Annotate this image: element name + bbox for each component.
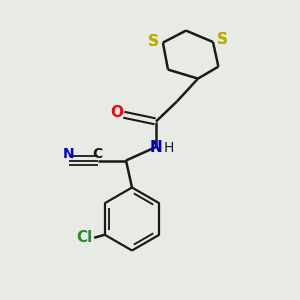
Text: S: S <box>217 32 227 47</box>
Text: S: S <box>148 34 159 49</box>
Text: H: H <box>164 142 174 155</box>
Text: S: S <box>148 34 159 49</box>
Text: Cl: Cl <box>76 230 92 245</box>
Text: N: N <box>62 147 74 161</box>
Text: O: O <box>110 105 123 120</box>
Text: S: S <box>217 32 227 47</box>
Text: N: N <box>150 140 162 154</box>
Text: C: C <box>92 147 103 161</box>
